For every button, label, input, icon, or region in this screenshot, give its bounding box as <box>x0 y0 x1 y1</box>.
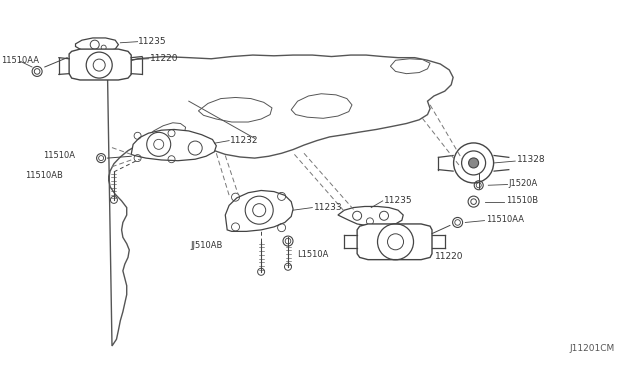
Text: 11220: 11220 <box>435 252 464 261</box>
Text: 11328: 11328 <box>516 155 545 164</box>
Text: 11232: 11232 <box>230 136 259 145</box>
Text: J11201CM: J11201CM <box>570 344 615 353</box>
Polygon shape <box>108 55 453 346</box>
Text: JJ510AB: JJ510AB <box>190 241 223 250</box>
Text: 11233: 11233 <box>314 203 342 212</box>
Polygon shape <box>76 38 118 52</box>
Polygon shape <box>390 59 430 74</box>
Text: 11510AA: 11510AA <box>1 56 39 65</box>
Polygon shape <box>141 123 186 151</box>
Text: 11510AB: 11510AB <box>25 171 63 180</box>
Text: 11235: 11235 <box>138 37 167 46</box>
Polygon shape <box>338 206 403 226</box>
Text: L1510A: L1510A <box>298 250 329 259</box>
Text: 11235: 11235 <box>384 196 413 205</box>
Polygon shape <box>131 129 216 161</box>
Text: 11510AA: 11510AA <box>486 215 524 224</box>
Polygon shape <box>357 224 432 260</box>
Polygon shape <box>225 190 293 231</box>
Text: 11510B: 11510B <box>506 196 538 205</box>
Polygon shape <box>198 97 272 122</box>
Text: J1520A: J1520A <box>509 179 538 188</box>
Circle shape <box>468 158 479 168</box>
Circle shape <box>454 143 493 183</box>
Polygon shape <box>291 94 352 118</box>
Text: 11510A: 11510A <box>44 151 76 160</box>
Text: 11220: 11220 <box>150 54 179 63</box>
Polygon shape <box>69 49 131 80</box>
